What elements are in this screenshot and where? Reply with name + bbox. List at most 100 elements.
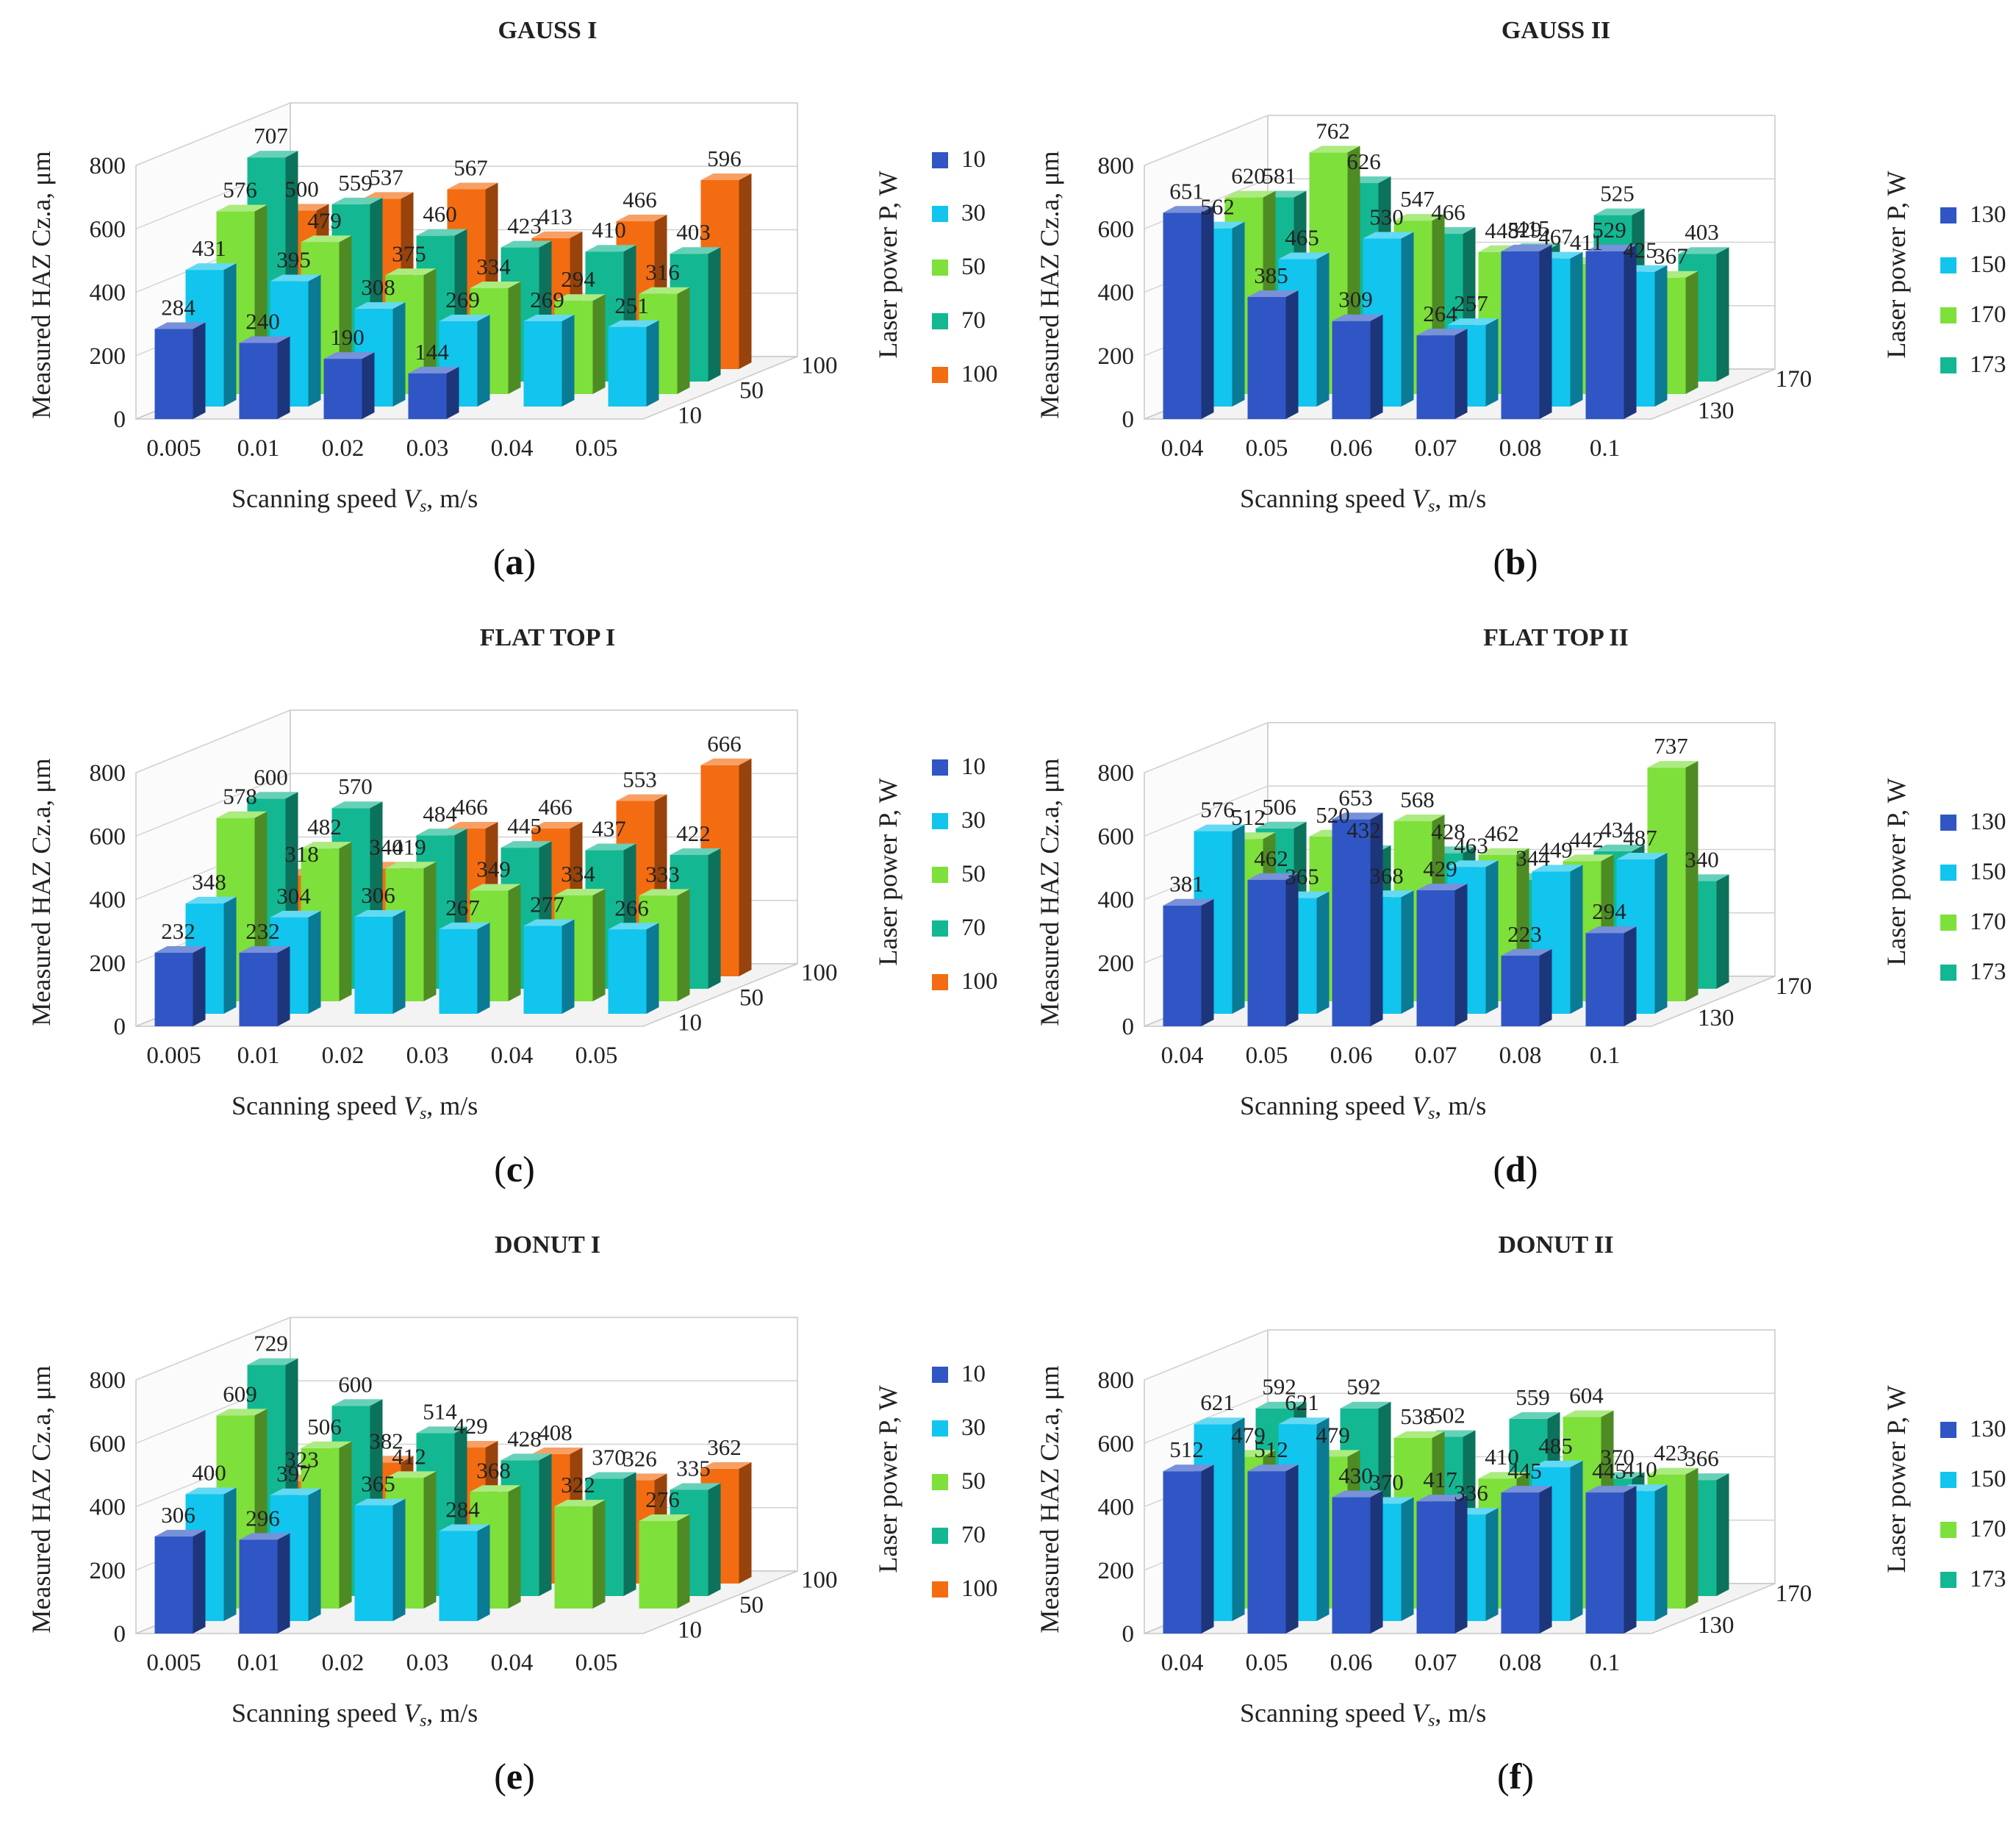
data-label: 264 xyxy=(1423,301,1457,326)
bar-30-0.03 xyxy=(439,1524,490,1621)
data-label: 666 xyxy=(707,731,742,756)
depth-tick-label: 10 xyxy=(678,403,702,429)
data-label: 466 xyxy=(623,187,657,212)
chart-panel-d: FLAT TOP II 0 200 400 600 800 506 432 428 344 434 3… xyxy=(1008,607,2016,1214)
legend-swatch xyxy=(932,1528,948,1544)
data-label: 365 xyxy=(361,1471,395,1497)
subfigure-caption: (b) xyxy=(1493,541,1538,582)
data-label: 240 xyxy=(245,309,280,334)
legend-swatch xyxy=(932,1367,948,1383)
chart-svg-d: FLAT TOP II 0 200 400 600 800 506 432 428 344 434 3… xyxy=(1035,624,2006,1123)
chart-svg-e: DONUT I 0 200 400 600 800 323 382 429 408 326 362 72… xyxy=(26,1231,998,1731)
data-label: 707 xyxy=(254,123,288,149)
data-label: 512 xyxy=(1231,804,1266,830)
data-label: 232 xyxy=(245,918,280,944)
data-label: 232 xyxy=(161,918,195,944)
y-tick-label: 400 xyxy=(1098,1495,1135,1521)
legend-swatch xyxy=(1940,1472,1956,1488)
data-label: 294 xyxy=(561,266,595,292)
data-label: 370 xyxy=(1600,1444,1635,1470)
bar-10-0.01 xyxy=(239,945,290,1026)
legend-swatch xyxy=(932,206,948,222)
x-tick-label: 0.07 xyxy=(1415,435,1457,462)
bar-10-0.005 xyxy=(154,1530,206,1634)
data-label: 367 xyxy=(1654,243,1688,269)
data-label: 514 xyxy=(423,1398,457,1424)
legend-swatch xyxy=(1940,1422,1956,1438)
data-label: 304 xyxy=(276,883,311,909)
data-label: 479 xyxy=(307,207,342,233)
gridline xyxy=(1144,115,1775,166)
data-label: 306 xyxy=(361,882,395,908)
bar-30-0.02 xyxy=(354,910,406,1014)
chart-title: FLAT TOP I xyxy=(480,624,616,651)
data-label: 382 xyxy=(369,1428,403,1453)
data-label: 223 xyxy=(1507,921,1542,947)
data-label: 410 xyxy=(1485,1444,1519,1470)
x-tick-label: 0.08 xyxy=(1499,1042,1542,1069)
x-tick-label: 0.05 xyxy=(1246,1650,1288,1676)
data-label: 251 xyxy=(614,293,649,318)
data-label: 428 xyxy=(507,1425,542,1451)
data-label: 422 xyxy=(676,820,711,846)
data-label: 334 xyxy=(561,861,595,887)
legend-label: 30 xyxy=(961,1414,986,1441)
data-label: 412 xyxy=(392,1443,426,1469)
y-tick-label: 200 xyxy=(90,343,126,370)
chart-svg-a: GAUSS I 0 200 400 600 800 500 537 567 413 466 596 70… xyxy=(26,17,998,516)
data-label: 296 xyxy=(245,1505,280,1531)
data-label: 485 xyxy=(1538,1433,1573,1459)
data-label: 368 xyxy=(1369,862,1404,888)
bars xyxy=(154,151,752,419)
data-label: 429 xyxy=(453,1413,488,1439)
legend-title: Laser power P, W xyxy=(1882,171,1911,358)
legend-label: 70 xyxy=(961,307,986,334)
data-label: 432 xyxy=(1346,818,1381,843)
legend-swatch xyxy=(932,1420,948,1437)
data-label: 370 xyxy=(592,1444,626,1470)
data-label: 411 xyxy=(1570,229,1603,255)
data-label: 529 xyxy=(1507,217,1542,243)
x-tick-label: 0.05 xyxy=(1246,435,1288,462)
gridline xyxy=(1144,1392,1775,1444)
x-tick-label: 0.04 xyxy=(1161,1042,1204,1069)
bar-130-0.08 xyxy=(1501,948,1552,1026)
y-tick-label: 400 xyxy=(90,280,126,307)
x-tick-label: 0.04 xyxy=(491,1042,534,1069)
data-label: 365 xyxy=(1285,864,1319,890)
bars xyxy=(1163,146,1729,419)
y-tick-label: 800 xyxy=(90,1367,126,1394)
depth-tick-label: 170 xyxy=(1776,366,1812,393)
y-tick-label: 800 xyxy=(1098,760,1135,787)
y-tick-label: 600 xyxy=(90,823,126,850)
y-tick-label: 800 xyxy=(1098,1367,1135,1394)
bar-130-0.04 xyxy=(1163,1464,1214,1634)
data-label: 592 xyxy=(1346,1374,1381,1400)
gridline xyxy=(135,1317,797,1381)
data-label: 375 xyxy=(392,240,426,266)
chart-title: GAUSS II xyxy=(1502,17,1610,44)
data-label: 466 xyxy=(453,794,488,820)
bar-10-0.01 xyxy=(239,1533,290,1634)
bar-130-0.06 xyxy=(1332,812,1383,1026)
x-tick-label: 0.08 xyxy=(1499,435,1542,462)
data-label: 620 xyxy=(1231,163,1266,189)
bar-30-0.05 xyxy=(608,320,659,407)
legend-swatch xyxy=(932,759,948,776)
data-label: 559 xyxy=(1515,1384,1550,1410)
y-tick-label: 0 xyxy=(114,1014,126,1040)
bar-10-0.005 xyxy=(154,945,206,1026)
y-tick-label: 0 xyxy=(114,1621,126,1648)
data-label: 190 xyxy=(330,324,365,350)
data-label: 267 xyxy=(445,895,480,920)
legend-swatch xyxy=(1940,965,1956,981)
legend-swatch xyxy=(1940,257,1956,273)
x-tick-label: 0.03 xyxy=(406,435,449,462)
gridline xyxy=(135,773,797,837)
data-label: 437 xyxy=(592,816,626,842)
data-label: 419 xyxy=(392,834,426,859)
data-label: 581 xyxy=(1262,162,1296,188)
data-label: 559 xyxy=(338,170,373,196)
legend-swatch xyxy=(932,867,948,883)
